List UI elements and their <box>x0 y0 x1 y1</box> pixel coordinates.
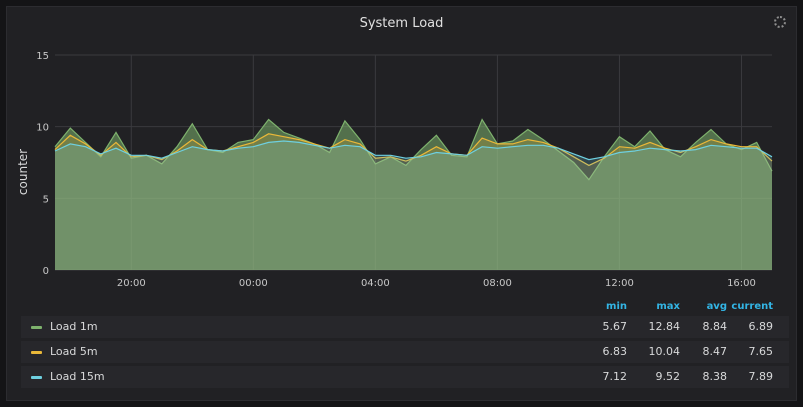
legend-current: 7.65 <box>748 345 774 358</box>
legend-max: 10.04 <box>648 345 681 358</box>
series-area-2 <box>55 141 772 270</box>
legend-series-name[interactable]: Load 5m <box>50 345 98 358</box>
legend-avg: 8.84 <box>702 320 728 333</box>
legend-avg: 8.47 <box>702 345 728 358</box>
series-color-swatch[interactable] <box>31 376 42 379</box>
y-axis-ticks: 0 5 10 15 <box>36 51 49 277</box>
legend-min: 5.67 <box>602 320 628 333</box>
x-tick-label: 04:00 <box>361 278 390 289</box>
legend-min: 7.12 <box>602 370 628 383</box>
legend-row-load-1m[interactable]: Load 1m 5.67 12.84 8.84 6.89 <box>21 316 789 338</box>
legend-avg: 8.38 <box>702 370 728 383</box>
legend-min: 6.83 <box>602 345 628 358</box>
y-tick-label: 15 <box>36 51 49 62</box>
x-tick-label: 16:00 <box>727 278 756 289</box>
series-area-0 <box>55 119 772 270</box>
legend-header-current[interactable]: current <box>731 301 773 312</box>
y-tick-label: 10 <box>36 123 49 134</box>
graph-panel: System Load 0 5 10 15 20:00 00:00 04:00 08:00 1… <box>6 6 797 401</box>
series-color-swatch[interactable] <box>31 326 42 329</box>
y-tick-label: 5 <box>43 194 49 205</box>
legend-header-max[interactable]: max <box>656 301 680 312</box>
x-axis-ticks: 20:00 00:00 04:00 08:00 12:00 16:00 <box>117 278 756 289</box>
legend-current: 7.89 <box>748 370 774 383</box>
series-line-1[interactable] <box>54 133 773 167</box>
load-chart[interactable]: 0 5 10 15 20:00 00:00 04:00 08:00 12:00 16:00 co… <box>7 7 798 297</box>
legend-series-name[interactable]: Load 15m <box>50 370 105 383</box>
y-tick-label: 0 <box>43 266 49 277</box>
legend-header-min[interactable]: min <box>606 301 627 312</box>
series-color-swatch[interactable] <box>31 351 42 354</box>
legend-header-avg[interactable]: avg <box>706 301 727 312</box>
legend-max: 9.52 <box>655 370 681 383</box>
legend-series-name[interactable]: Load 1m <box>50 320 98 333</box>
series-line-2[interactable] <box>54 140 773 161</box>
x-tick-label: 00:00 <box>239 278 268 289</box>
x-tick-label: 12:00 <box>605 278 634 289</box>
legend-row-load-5m[interactable]: Load 5m 6.83 10.04 8.47 7.65 <box>21 341 789 363</box>
legend-max: 12.84 <box>648 320 681 333</box>
spinner-icon <box>774 16 786 28</box>
legend-current: 6.89 <box>748 320 774 333</box>
y-axis-label: counter <box>16 149 30 195</box>
legend-row-load-15m[interactable]: Load 15m 7.12 9.52 8.38 7.89 <box>21 366 789 388</box>
series-area-1 <box>55 133 772 270</box>
panel-title[interactable]: System Load <box>359 16 444 31</box>
x-tick-label: 20:00 <box>117 278 146 289</box>
chart-series <box>54 118 773 270</box>
x-tick-label: 08:00 <box>483 278 512 289</box>
